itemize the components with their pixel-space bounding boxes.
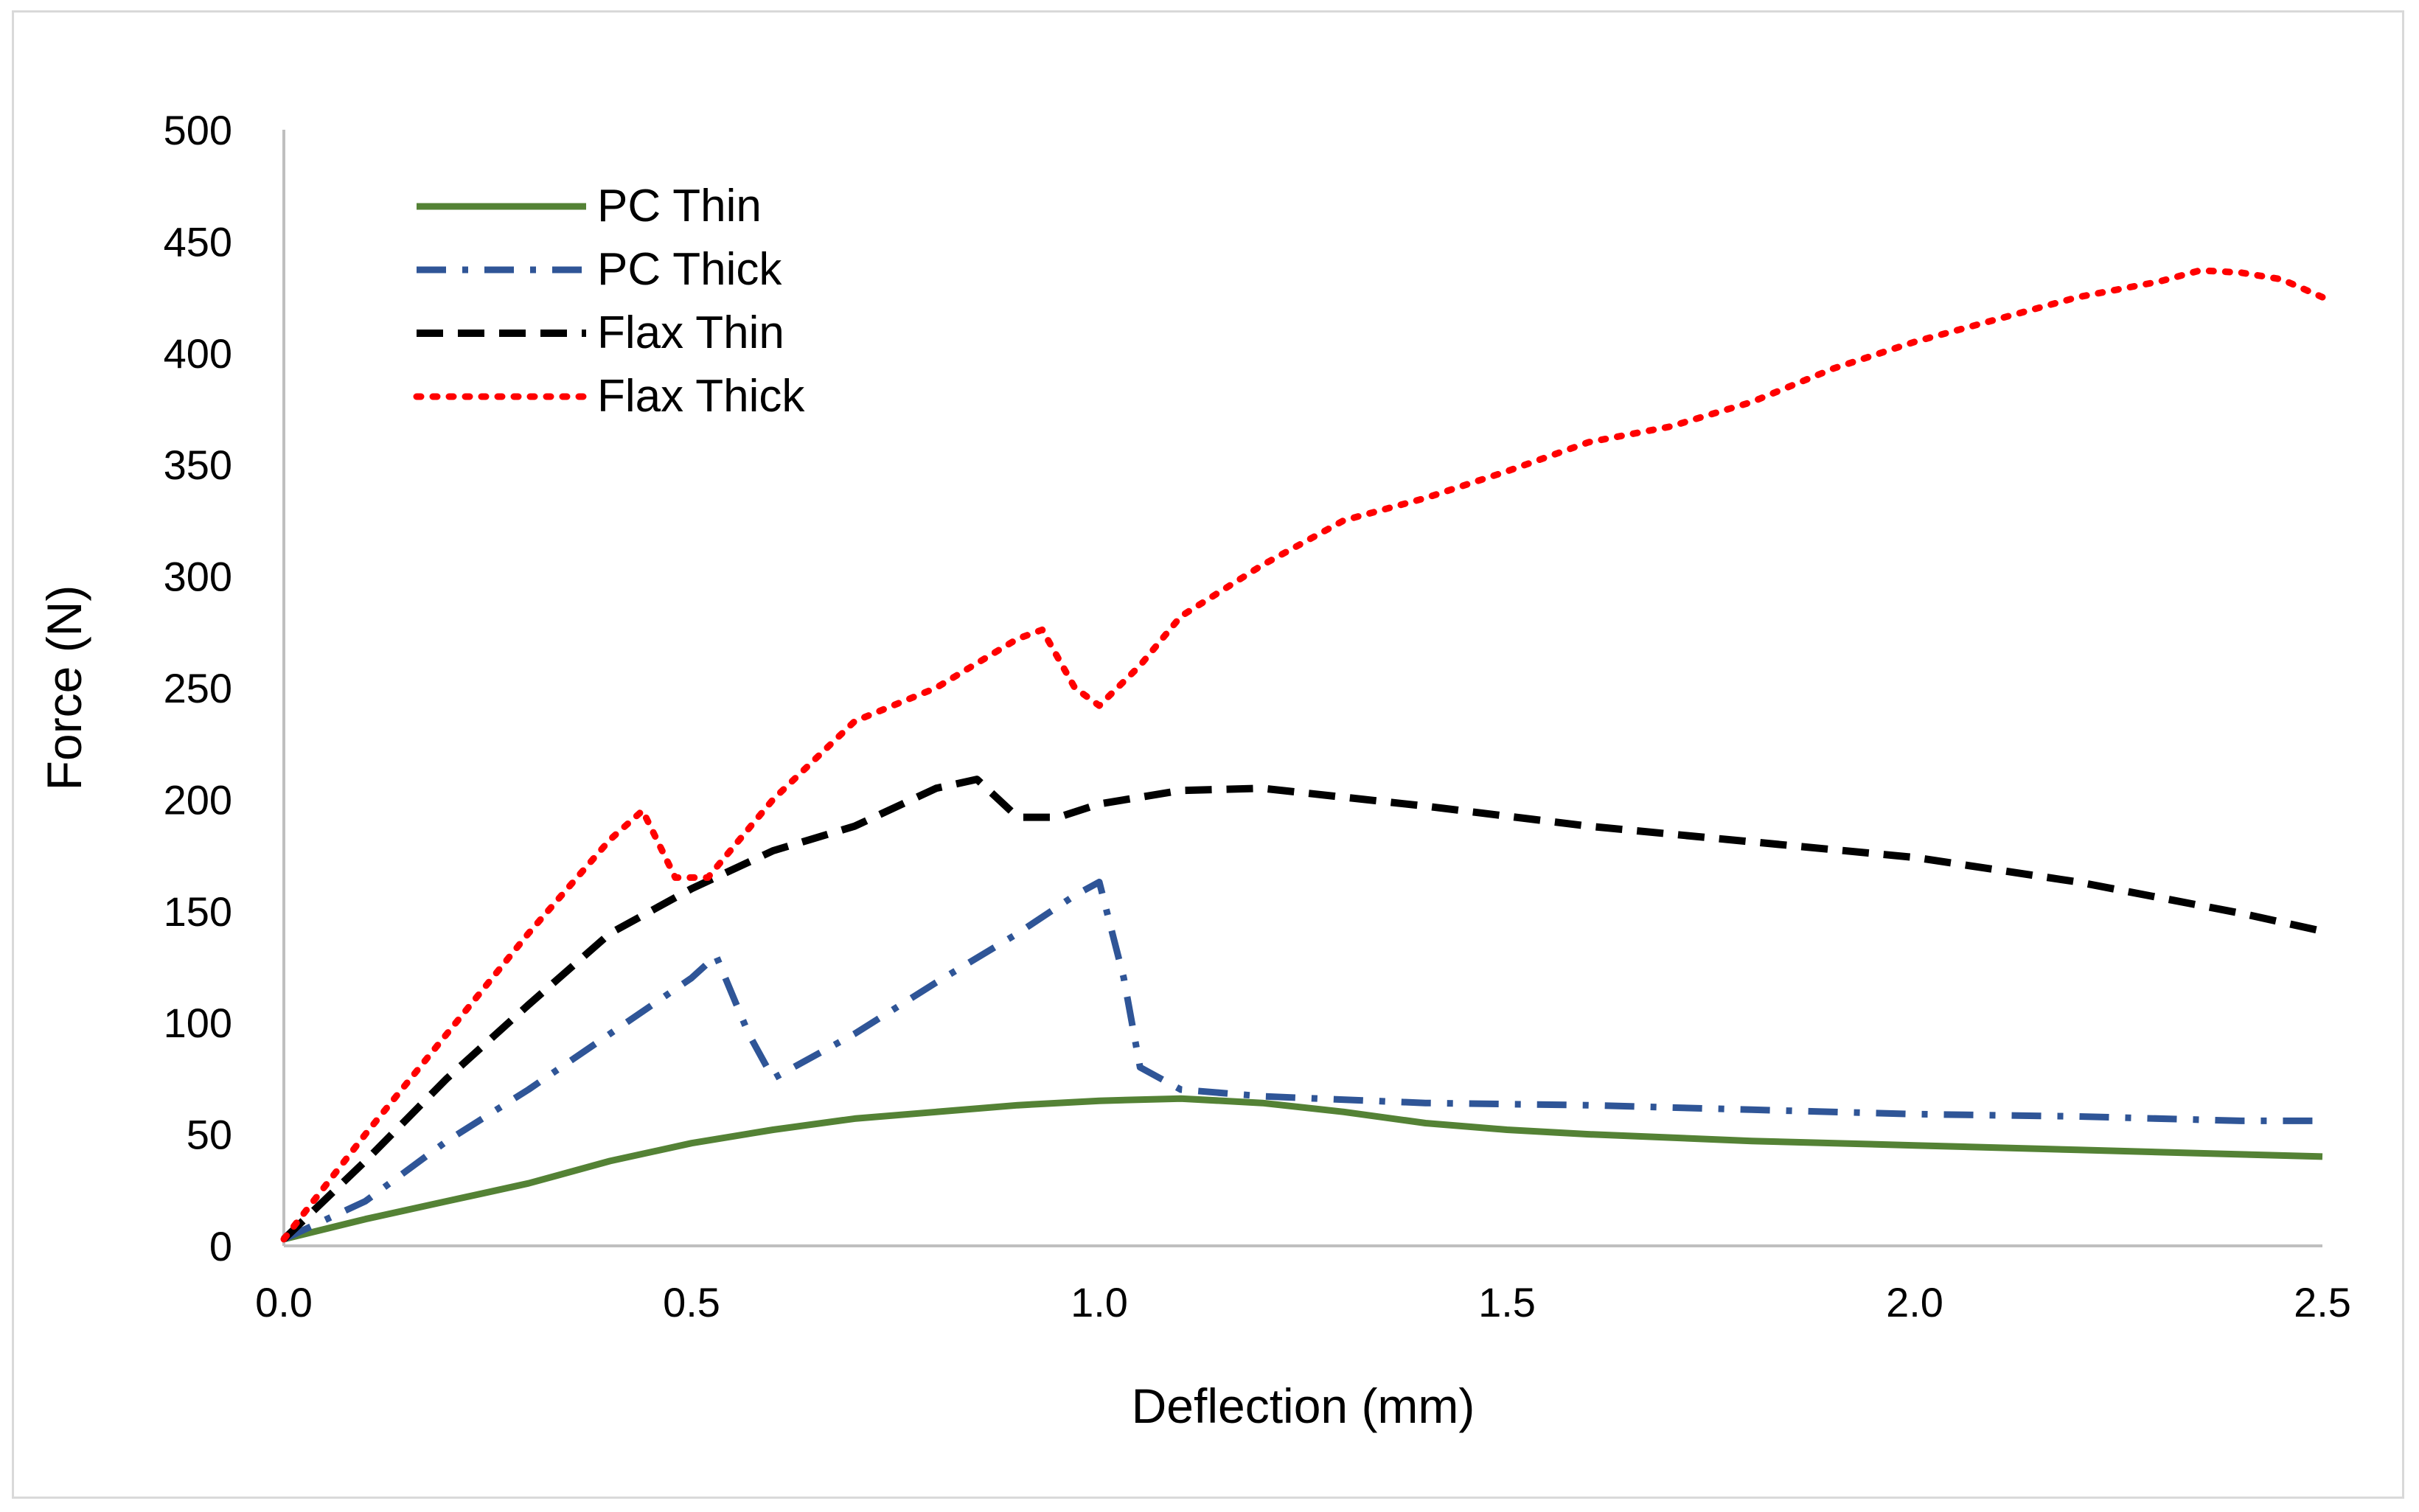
x-tick-label: 0.5	[663, 1279, 720, 1325]
y-axis-title: Force (N)	[37, 585, 91, 791]
series-line-pc-thick	[282, 878, 2322, 1242]
x-tick-labels: 0.0 0.5 1.0 1.5 2.0 2.5	[255, 1279, 2351, 1325]
x-tick-label: 1.0	[1071, 1279, 1128, 1325]
y-tick-label: 100	[164, 1000, 232, 1046]
series-line-flax-thin	[281, 776, 2324, 1242]
series-line-pc-thin	[282, 1095, 2323, 1243]
y-tick-labels: 0 50 100 150 200 250 300 350 400 450 500	[164, 107, 232, 1269]
x-tick-label: 0.0	[255, 1279, 313, 1325]
axes	[282, 130, 2322, 1247]
series-line-flax-thick	[280, 267, 2326, 1243]
y-tick-label: 0	[209, 1223, 232, 1269]
legend: PC Thin PC Thick Flax Thin Flax Thick	[413, 181, 805, 422]
x-tick-label: 1.5	[1478, 1279, 1536, 1325]
x-tick-label: 2.5	[2294, 1279, 2351, 1325]
series-layer	[280, 267, 2326, 1243]
y-tick-label: 150	[164, 888, 232, 935]
legend-label-flax-thin: Flax Thin	[597, 307, 784, 358]
y-tick-label: 400	[164, 330, 232, 377]
y-tick-label: 200	[164, 776, 232, 823]
x-tick-label: 2.0	[1886, 1279, 1943, 1325]
y-tick-label: 450	[164, 218, 232, 265]
x-axis-title: Deflection (mm)	[1132, 1379, 1475, 1433]
y-tick-label: 250	[164, 665, 232, 711]
y-tick-label: 300	[164, 554, 232, 600]
y-tick-label: 350	[164, 442, 232, 488]
legend-label-pc-thick: PC Thick	[597, 244, 782, 295]
y-tick-label: 500	[164, 107, 232, 153]
chart-frame	[12, 10, 2404, 1499]
legend-label-flax-thick: Flax Thick	[597, 371, 805, 422]
y-tick-label: 50	[187, 1112, 232, 1158]
legend-label-pc-thin: PC Thin	[597, 181, 762, 231]
